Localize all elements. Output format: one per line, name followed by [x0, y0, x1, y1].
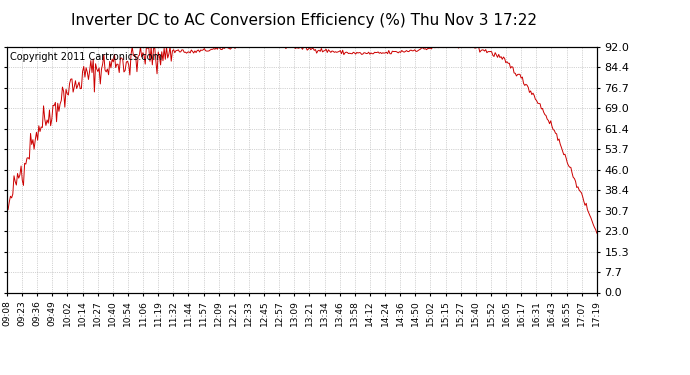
Text: Inverter DC to AC Conversion Efficiency (%) Thu Nov 3 17:22: Inverter DC to AC Conversion Efficiency …: [70, 13, 537, 28]
Text: Copyright 2011 Cartronics.com: Copyright 2011 Cartronics.com: [10, 52, 162, 62]
